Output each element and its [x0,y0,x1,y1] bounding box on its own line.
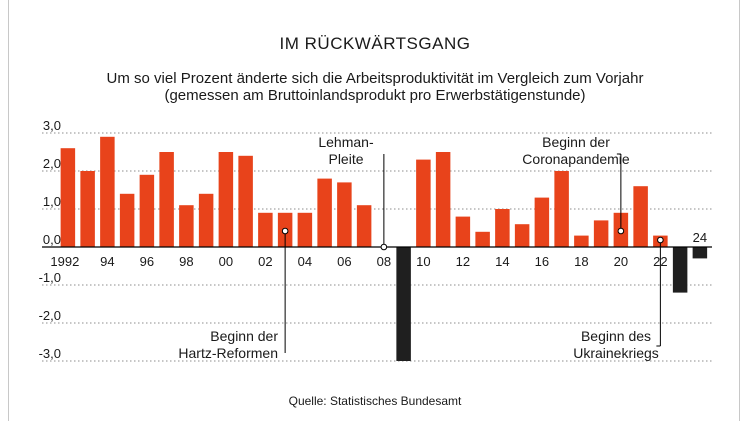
bar-2015 [514,224,530,247]
bar-2001 [238,155,253,247]
bar-2004 [297,212,313,247]
x-tick-label-2008: 08 [377,254,391,269]
x-tick-label-2006: 06 [337,254,351,269]
bar-1995 [119,193,135,247]
x-tick-label-1998: 98 [179,254,193,269]
y-tick-label: -3,0 [39,346,61,361]
annotation-corona-line-1: Beginn der [542,134,610,150]
bar-2011 [435,152,451,247]
x-tick-label-2020: 20 [614,254,628,269]
bar-2010 [416,159,431,247]
x-tick-label-1996: 96 [140,254,154,269]
bar-2013 [475,231,490,247]
bar-2000 [218,152,234,247]
y-tick-label: -1,0 [39,270,61,285]
bar-2002 [258,212,273,247]
x-tick-label-2002: 02 [258,254,272,269]
annotation-ukraine-line-2: Ukrainekriegs [573,345,659,361]
x-tick-label-2000: 00 [219,254,233,269]
bar-2021 [633,186,648,247]
x-tick-label-2012: 12 [456,254,470,269]
bar-1994 [100,136,115,247]
bar-2024 [692,247,708,259]
x-tick-label-1994: 94 [100,254,114,269]
bar-1998 [179,205,194,247]
marker-hartz [281,227,289,235]
bar-2023 [672,247,688,293]
bar-1993 [80,171,95,247]
chart-title: IM RÜCKWÄRTSGANG [279,34,471,53]
marker-corona [617,227,625,235]
bar-1997 [159,152,174,247]
bar-2012 [455,216,471,247]
y-tick-label: 2,0 [43,156,61,171]
chart-frame [8,0,740,421]
bar-2009 [396,247,411,361]
bar-2016 [534,197,550,247]
bar-2007 [356,205,372,247]
annotation-hartz-line-1: Beginn der [210,328,278,344]
x-tick-label-2024: 24 [693,230,707,245]
bar-2005 [317,178,332,247]
x-tick-label-2010: 10 [416,254,430,269]
y-tick-label: 0,0 [43,232,61,247]
bar-2014 [495,209,510,247]
x-tick-label-2018: 18 [574,254,588,269]
bar-1996 [139,174,155,247]
y-tick-label: -2,0 [39,308,61,323]
bar-2019 [593,220,609,247]
x-tick-label-2014: 14 [495,254,509,269]
source-note: Quelle: Statistisches Bundesamt [288,394,462,408]
annotation-lehman-line-1: Lehman- [318,134,374,150]
annotation-lehman-line-2: Pleite [328,151,363,167]
subtitle-line-2: (gemessen am Bruttoinlandsprodukt pro Er… [164,87,586,104]
y-tick-label: 1,0 [43,194,61,209]
marker-ukraine [657,236,664,244]
bar-2006 [337,182,352,247]
bar-1999 [198,193,214,247]
bar-2017 [554,171,569,247]
y-tick-label: 3,0 [43,118,61,133]
subtitle-line-1: Um so viel Prozent änderte sich die Arbe… [106,70,644,87]
annotation-hartz-line-2: Hartz-Reformen [178,345,278,361]
annotation-ukraine-line-1: Beginn des [581,328,651,344]
bar-2018 [574,235,589,247]
annotation-corona-line-2: Coronapandemie [522,151,630,167]
x-tick-label-2016: 16 [535,254,549,269]
marker-lehman [380,243,388,251]
x-tick-label-1992: 1992 [50,254,79,269]
bar-1992 [60,148,76,247]
x-tick-label-2004: 04 [298,254,312,269]
chart-subtitle: Um so viel Prozent änderte sich die Arbe… [0,70,750,104]
